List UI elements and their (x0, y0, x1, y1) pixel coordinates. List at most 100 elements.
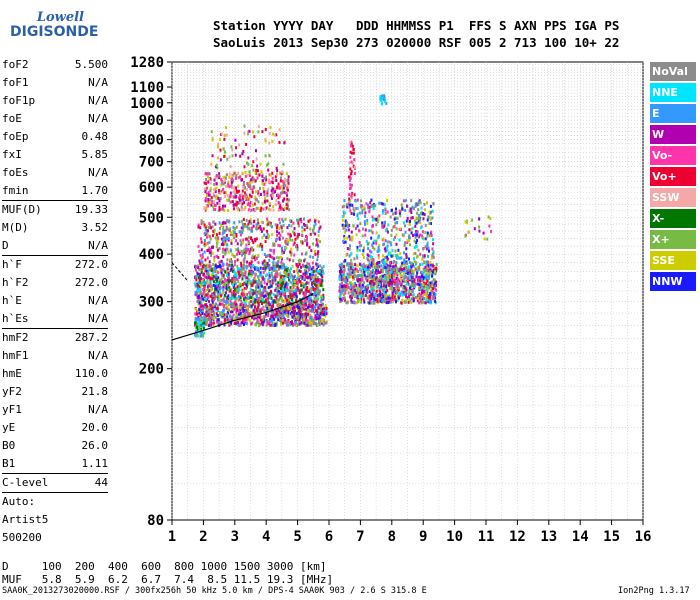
echo-point (203, 317, 206, 321)
echo-point (198, 249, 201, 253)
echo-point (250, 304, 253, 308)
echo-point (389, 264, 392, 268)
echo-point (355, 269, 358, 273)
echo-point (350, 290, 353, 294)
echo-point (361, 266, 364, 270)
echo-point (264, 294, 267, 298)
echo-point (242, 289, 245, 293)
echo-point (230, 239, 233, 243)
echo-point (320, 294, 323, 298)
echo-point (389, 261, 392, 265)
echo-point (240, 264, 243, 268)
echo-point (219, 313, 222, 317)
echo-point (369, 270, 372, 274)
echo-point (239, 239, 242, 243)
echo-point (382, 209, 385, 213)
echo-point (281, 299, 284, 303)
echo-point (227, 198, 230, 202)
echo-point (276, 269, 279, 273)
echo-point (283, 274, 286, 278)
echo-point (344, 224, 347, 228)
echo-point (226, 193, 229, 197)
echo-point (348, 234, 351, 238)
echo-point (434, 269, 437, 273)
echo-point (257, 224, 260, 228)
echo-point (280, 257, 283, 261)
echo-point (200, 222, 203, 226)
echo-point (428, 294, 431, 298)
echo-point (269, 282, 272, 286)
echo-point (284, 271, 287, 275)
echo-point (355, 286, 358, 290)
echo-point (298, 262, 301, 266)
echo-point (210, 288, 213, 292)
echo-point (301, 229, 304, 233)
echo-point (304, 313, 307, 317)
echo-point (254, 302, 257, 306)
echo-point (218, 261, 221, 265)
echo-point (208, 318, 211, 322)
echo-point (259, 313, 262, 317)
echo-point (409, 285, 412, 289)
echo-point (309, 277, 312, 281)
echo-point (197, 223, 200, 227)
echo-point (202, 297, 205, 301)
echo-point (231, 263, 234, 267)
echo-point (226, 247, 229, 251)
echo-point (268, 320, 271, 324)
echo-point (346, 247, 349, 251)
echo-point (268, 271, 271, 275)
echo-point (254, 314, 257, 318)
echo-point (397, 255, 400, 259)
echo-point (266, 191, 269, 195)
x-tick-label: 13 (540, 529, 557, 545)
echo-point (250, 178, 253, 182)
echo-point (286, 188, 289, 192)
echo-point (232, 207, 235, 211)
echo-point (384, 267, 387, 271)
echo-point (385, 199, 388, 203)
echo-point (225, 126, 228, 130)
echo-point (393, 275, 396, 279)
echo-point (246, 304, 249, 308)
echo-point (316, 316, 319, 320)
echo-point (263, 278, 266, 282)
echo-point (286, 282, 289, 286)
echo-point (287, 204, 290, 208)
echo-point (232, 173, 235, 177)
echo-point (204, 208, 207, 212)
echo-point (406, 296, 409, 300)
echo-point (352, 164, 355, 168)
echo-point (242, 291, 245, 295)
echo-point (373, 276, 376, 280)
echo-point (283, 300, 286, 304)
echo-point (421, 278, 424, 282)
echo-point (245, 193, 248, 197)
echo-point (408, 276, 411, 280)
echo-point (430, 256, 433, 260)
echo-point (431, 216, 434, 220)
echo-point (274, 203, 277, 207)
echo-point (278, 185, 281, 189)
echo-point (381, 202, 384, 206)
param-name: hmE (2, 367, 22, 380)
echo-point (315, 299, 318, 303)
param-row: B1 1.11 (2, 455, 108, 473)
echo-point (424, 245, 427, 249)
echo-point (279, 313, 282, 317)
echo-point (291, 287, 294, 291)
echo-point (415, 217, 418, 221)
echo-point (359, 199, 362, 203)
echo-point (275, 256, 278, 260)
echo-point (420, 301, 423, 305)
param-value: 19.33 (74, 203, 108, 216)
echo-point (241, 271, 244, 275)
echo-point (309, 278, 312, 282)
echo-point (305, 236, 308, 240)
echo-point (250, 316, 253, 320)
echo-point (230, 294, 233, 298)
echo-point (206, 277, 209, 281)
echo-point (404, 241, 407, 245)
echo-point (215, 238, 218, 242)
echo-point (195, 278, 198, 282)
